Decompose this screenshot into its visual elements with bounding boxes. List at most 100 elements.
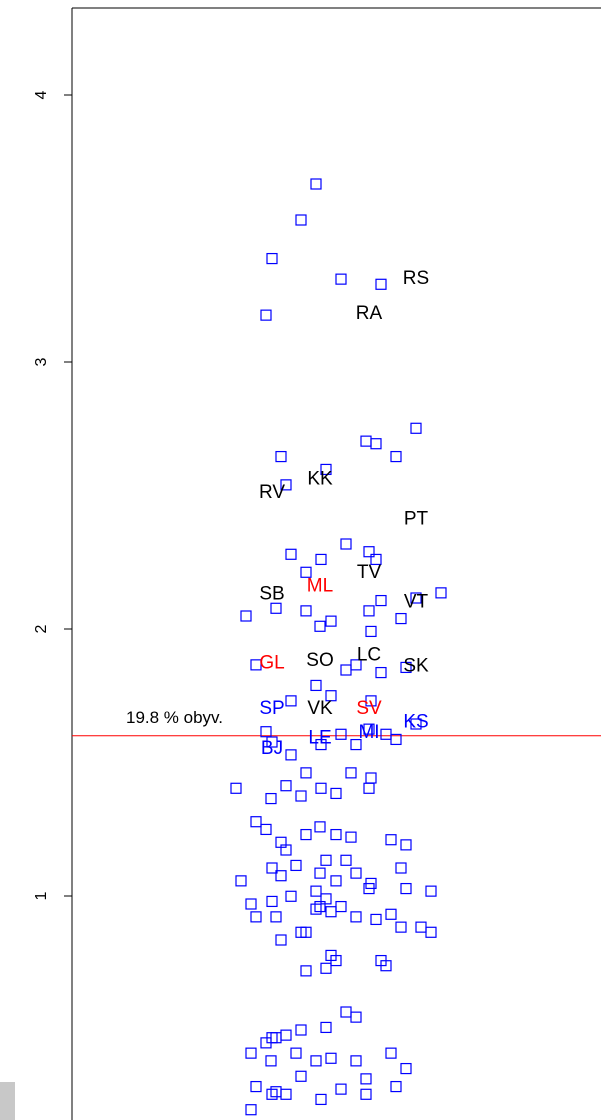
point-label: PT bbox=[404, 509, 429, 530]
scatter-point bbox=[363, 782, 375, 794]
scatter-point bbox=[375, 594, 387, 607]
scatter-point bbox=[295, 790, 307, 802]
scatter-point bbox=[415, 921, 427, 933]
scatter-point bbox=[425, 926, 437, 938]
point-label: BJ bbox=[261, 738, 283, 759]
scatter-point bbox=[295, 926, 307, 938]
scatter-point bbox=[310, 178, 322, 190]
scatter-point bbox=[363, 605, 375, 617]
scatter-point bbox=[280, 479, 292, 491]
point-label: SP bbox=[259, 698, 284, 719]
reference-line-label: 19.8 % obyv. bbox=[126, 708, 223, 727]
scatter-point bbox=[280, 780, 292, 792]
scatter-point bbox=[325, 906, 337, 918]
scatter-point bbox=[314, 867, 326, 879]
point-label: GL bbox=[259, 653, 284, 674]
labeled-points: RS RA KK RV PT TV ML SB VT LC SO GL SK SP VK SV KS MI LE BJ bbox=[259, 268, 429, 759]
scatter-point bbox=[390, 450, 402, 463]
scatter-point bbox=[275, 934, 287, 946]
scatter-point bbox=[295, 1024, 307, 1036]
scatter-point bbox=[295, 1070, 307, 1082]
point-label: MI bbox=[358, 722, 379, 743]
scatter-point bbox=[320, 893, 332, 905]
scatter-point bbox=[325, 690, 337, 702]
scatter-point bbox=[350, 867, 362, 879]
scatter-point bbox=[410, 422, 422, 434]
scatter-point bbox=[325, 615, 337, 627]
scatter-point bbox=[365, 772, 377, 784]
y-tick-label: 3 bbox=[33, 357, 50, 366]
scatter-point bbox=[310, 1055, 322, 1067]
unlabeled-points bbox=[230, 178, 447, 1116]
scatter-point bbox=[390, 733, 402, 746]
scatter-point bbox=[345, 767, 357, 779]
scatter-point bbox=[290, 1047, 302, 1059]
scatter-point bbox=[295, 214, 307, 226]
scatter-point bbox=[410, 718, 422, 730]
scatter-point bbox=[314, 900, 326, 913]
point-label: ML bbox=[307, 575, 333, 596]
scatter-point bbox=[390, 1080, 402, 1093]
scatter-point bbox=[260, 823, 272, 836]
scatter-point bbox=[350, 1011, 362, 1023]
point-label: SB bbox=[259, 583, 284, 604]
scatter-point bbox=[266, 252, 278, 265]
scatter-point bbox=[350, 738, 362, 751]
point-label: VK bbox=[307, 698, 333, 719]
scatter-point bbox=[275, 870, 287, 882]
scatter-point bbox=[385, 908, 397, 920]
scatter-point bbox=[330, 828, 342, 841]
scatter-point bbox=[365, 877, 377, 890]
scatter-point bbox=[250, 816, 262, 828]
scatter-point bbox=[260, 309, 272, 321]
scatter-point bbox=[335, 1083, 347, 1095]
scatter-point bbox=[380, 728, 392, 740]
scatter-point bbox=[250, 659, 262, 671]
y-tick-label: 2 bbox=[33, 624, 50, 633]
point-label: KS bbox=[403, 711, 428, 732]
point-label: TV bbox=[357, 562, 382, 583]
scatter-point bbox=[266, 895, 278, 908]
scatter-point bbox=[270, 602, 282, 614]
y-axis: 1 2 3 4 bbox=[33, 7, 601, 1120]
point-label: SO bbox=[306, 650, 333, 671]
scatter-point bbox=[266, 862, 278, 874]
scatter-point bbox=[395, 921, 407, 933]
scatter-point bbox=[400, 1062, 412, 1075]
scatter-point bbox=[250, 1080, 262, 1093]
scatter-point bbox=[395, 862, 407, 874]
scatter-point bbox=[285, 890, 297, 902]
scatter-point bbox=[300, 566, 312, 578]
point-label: LE bbox=[308, 727, 331, 748]
scatter-point bbox=[365, 695, 377, 707]
scatter-point bbox=[380, 960, 392, 972]
scatter-point bbox=[363, 723, 375, 735]
scatter-point bbox=[350, 659, 362, 671]
scatter-point bbox=[275, 450, 287, 463]
scatter-point bbox=[325, 1052, 337, 1064]
point-label: SK bbox=[403, 655, 429, 676]
scatter-point bbox=[250, 911, 262, 923]
scatter-point bbox=[314, 620, 326, 632]
point-label: SV bbox=[356, 698, 382, 719]
y-tick-label: 4 bbox=[33, 90, 50, 99]
scatter-point bbox=[266, 1088, 278, 1100]
scatter-point bbox=[400, 661, 412, 674]
scatter-point bbox=[245, 1047, 257, 1059]
scatter-point bbox=[245, 898, 257, 910]
scatter-point bbox=[395, 612, 407, 625]
scatter-point bbox=[275, 836, 287, 848]
scatter-point bbox=[320, 854, 332, 866]
point-label: RV bbox=[259, 482, 285, 503]
scatter-point bbox=[350, 1055, 362, 1067]
scatter-point bbox=[425, 885, 437, 897]
scatter-point bbox=[315, 738, 327, 751]
scatter-point bbox=[320, 962, 332, 974]
scatter-point bbox=[230, 782, 242, 794]
scatter-point bbox=[280, 1029, 292, 1041]
scatter-point bbox=[265, 1055, 277, 1067]
scatter-point bbox=[285, 548, 297, 560]
scatter-point bbox=[435, 587, 447, 599]
scatter-point bbox=[300, 828, 312, 841]
scatter-point bbox=[265, 792, 277, 805]
